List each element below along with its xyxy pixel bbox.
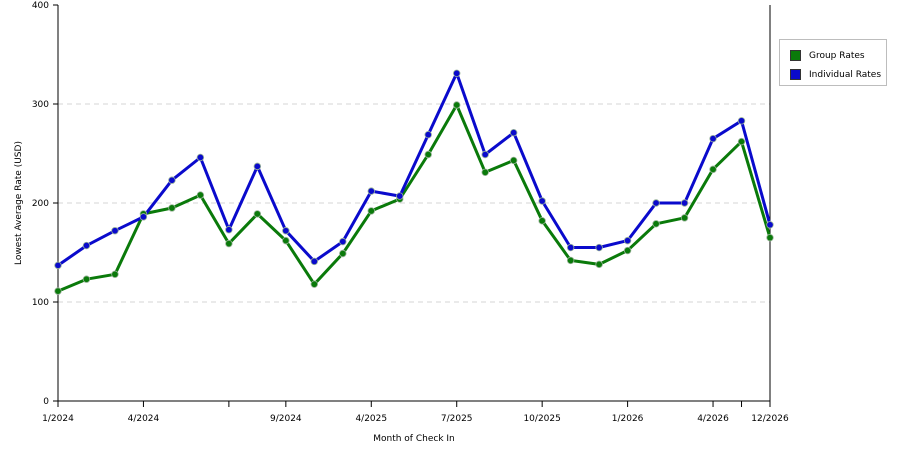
x-tick-label: 1/2026 <box>612 414 644 424</box>
data-point <box>623 236 632 245</box>
data-point <box>367 187 375 195</box>
x-tick-label: 7/2025 <box>441 414 473 424</box>
data-point <box>339 249 347 258</box>
data-point <box>139 213 148 221</box>
y-axis-title: Lowest Average Rate (USD) <box>14 141 24 265</box>
data-point <box>595 243 603 252</box>
data-point <box>111 227 119 235</box>
data-point <box>481 168 489 177</box>
data-point <box>566 243 575 252</box>
data-point <box>623 246 632 255</box>
y-tick-label: 400 <box>32 1 49 11</box>
data-point <box>766 221 774 229</box>
data-point <box>481 150 489 159</box>
y-axis-ticks: 0 100 200 300 400 <box>32 1 58 407</box>
data-point <box>680 199 689 207</box>
data-point <box>282 236 290 245</box>
data-point <box>680 214 689 222</box>
data-point <box>310 280 319 288</box>
data-point <box>82 241 91 250</box>
series-line-1 <box>57 71 772 267</box>
y-tick-label: 100 <box>32 298 49 308</box>
gridlines <box>58 103 770 303</box>
data-point <box>453 69 461 78</box>
y-tick-label: 300 <box>32 100 49 110</box>
data-point <box>168 176 176 184</box>
data-point <box>766 233 774 242</box>
data-point <box>652 199 660 207</box>
data-point <box>538 217 546 225</box>
data-point <box>652 220 660 228</box>
legend-item-group: Group Rates <box>790 46 886 65</box>
data-point <box>225 226 233 234</box>
x-axis-ticks: 1/2024 4/2024 9/2024 4/2025 7/2025 10/2025 1/2… <box>42 401 789 424</box>
data-point <box>196 153 205 162</box>
legend-swatch-group <box>790 50 801 61</box>
data-point <box>566 256 575 265</box>
series-points <box>54 69 774 295</box>
data-point <box>339 237 347 246</box>
data-point <box>253 210 262 218</box>
data-point <box>282 227 290 235</box>
legend-label-individual: Individual Rates <box>809 69 882 80</box>
data-point <box>111 270 119 278</box>
series-line-0 <box>57 103 772 293</box>
data-point <box>225 239 233 248</box>
x-tick-label: 10/2025 <box>523 414 560 424</box>
x-tick-label: 4/2026 <box>697 414 729 424</box>
data-point <box>509 156 518 165</box>
legend: Group Rates Individual Rates <box>779 39 887 86</box>
x-tick-label: 12/2026 <box>751 414 789 424</box>
data-point <box>538 197 546 205</box>
x-tick-label: 1/2024 <box>42 414 74 424</box>
legend-item-individual: Individual Rates <box>790 65 886 84</box>
data-point <box>168 204 176 212</box>
x-axis-title: Month of Check In <box>373 434 455 444</box>
data-point <box>54 287 62 295</box>
data-point <box>509 129 518 137</box>
data-point <box>54 261 62 270</box>
data-point <box>424 130 432 139</box>
data-point <box>709 134 717 143</box>
data-point <box>396 192 404 200</box>
data-point <box>737 117 746 125</box>
data-point <box>595 260 603 269</box>
data-point <box>253 162 262 171</box>
data-point <box>709 165 717 174</box>
legend-swatch-individual <box>790 69 801 80</box>
x-tick-label: 4/2025 <box>355 414 387 424</box>
data-point <box>310 257 319 266</box>
data-point <box>82 275 91 283</box>
data-point <box>367 207 375 215</box>
data-point <box>196 191 205 199</box>
series-lines <box>57 71 772 293</box>
y-tick-label: 0 <box>43 397 49 407</box>
legend-label-group: Group Rates <box>809 50 865 61</box>
x-tick-label: 4/2024 <box>128 414 160 424</box>
data-point <box>737 137 746 146</box>
data-point <box>453 101 461 109</box>
x-tick-label: 9/2024 <box>270 414 302 424</box>
data-point <box>424 150 432 159</box>
y-tick-label: 200 <box>32 199 49 209</box>
